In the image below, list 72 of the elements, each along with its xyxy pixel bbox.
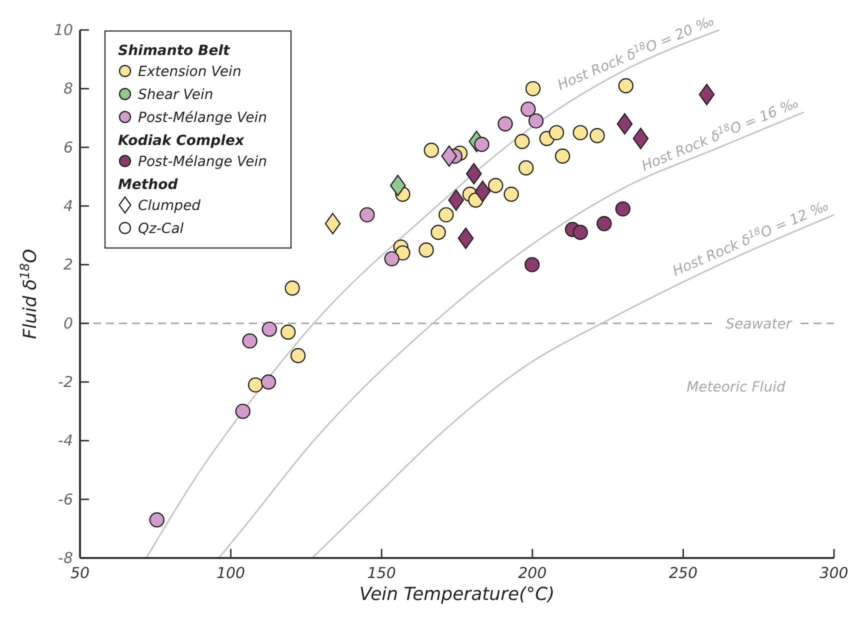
point: [458, 228, 474, 250]
point: [424, 142, 439, 158]
point: [149, 512, 165, 528]
point: [596, 216, 612, 232]
point: [324, 212, 341, 234]
y-tick-label: 8: [63, 80, 73, 98]
point: [520, 102, 536, 117]
point: [290, 348, 306, 364]
point: [525, 81, 541, 96]
point: [430, 224, 446, 240]
point: [504, 186, 519, 202]
y-tick-label: -8: [58, 549, 73, 567]
point: [590, 128, 605, 144]
point: [235, 404, 250, 419]
point: [498, 116, 513, 132]
point: [390, 174, 406, 196]
annotation: Method: [118, 177, 179, 193]
y-tick-label: 6: [63, 138, 73, 156]
x-tick-label: 250: [668, 564, 698, 582]
point: [548, 125, 564, 140]
point: [572, 125, 588, 140]
y-tick-label: -4: [58, 432, 73, 450]
annotation: Kodiak Complex: [118, 133, 245, 149]
point: [528, 113, 544, 129]
x-tick-label: 150: [367, 564, 396, 582]
legend-label: Extension Vein: [138, 64, 242, 80]
point: [632, 128, 649, 150]
point: [554, 148, 570, 164]
point: [418, 242, 434, 258]
point: [514, 134, 530, 150]
point: [280, 324, 296, 340]
legend-label: Clumped: [138, 198, 201, 214]
point: [518, 160, 534, 176]
y-tick-label: -2: [58, 373, 73, 391]
point: [698, 84, 715, 106]
legend-label: Post-Mélange Vein: [138, 110, 267, 126]
point: [466, 162, 482, 184]
point: [616, 113, 633, 135]
legend-title: Shimanto Belt: [118, 43, 231, 59]
y-tick-label: 4: [63, 197, 73, 215]
point: [384, 251, 400, 266]
point: [438, 207, 454, 222]
x-tick-label: 50: [70, 564, 90, 582]
point: [615, 201, 630, 217]
y-tick-label: 0: [63, 314, 73, 332]
x-tick-label: 100: [216, 564, 246, 582]
point: [441, 145, 458, 167]
y-tick-label: -6: [58, 490, 73, 508]
x-tick-label: 300: [820, 564, 848, 582]
point: [360, 207, 375, 222]
legend-label: Shear Vein: [138, 87, 214, 103]
ref-line-label: Seawater: [726, 316, 793, 332]
point: [618, 78, 634, 94]
point: [448, 189, 464, 211]
legend-label: Qz-Cal: [138, 221, 184, 237]
y-tick-label: 10: [54, 21, 73, 39]
point: [284, 280, 300, 296]
point: [260, 374, 276, 390]
point: [395, 245, 410, 261]
point: [248, 377, 264, 393]
point: [524, 257, 540, 272]
point: [474, 136, 490, 152]
point: [488, 178, 504, 194]
legend-label: Post-Mélange Vein: [138, 154, 267, 170]
point: [474, 180, 491, 202]
annotation: Meteoric Fluid: [686, 380, 786, 396]
point: [262, 322, 278, 337]
x-tick-label: 200: [518, 564, 547, 582]
point: [572, 224, 588, 240]
y-tick-label: 2: [63, 256, 73, 274]
x-axis-title: Vein Temperature(°C): [359, 584, 555, 605]
point: [242, 333, 258, 349]
